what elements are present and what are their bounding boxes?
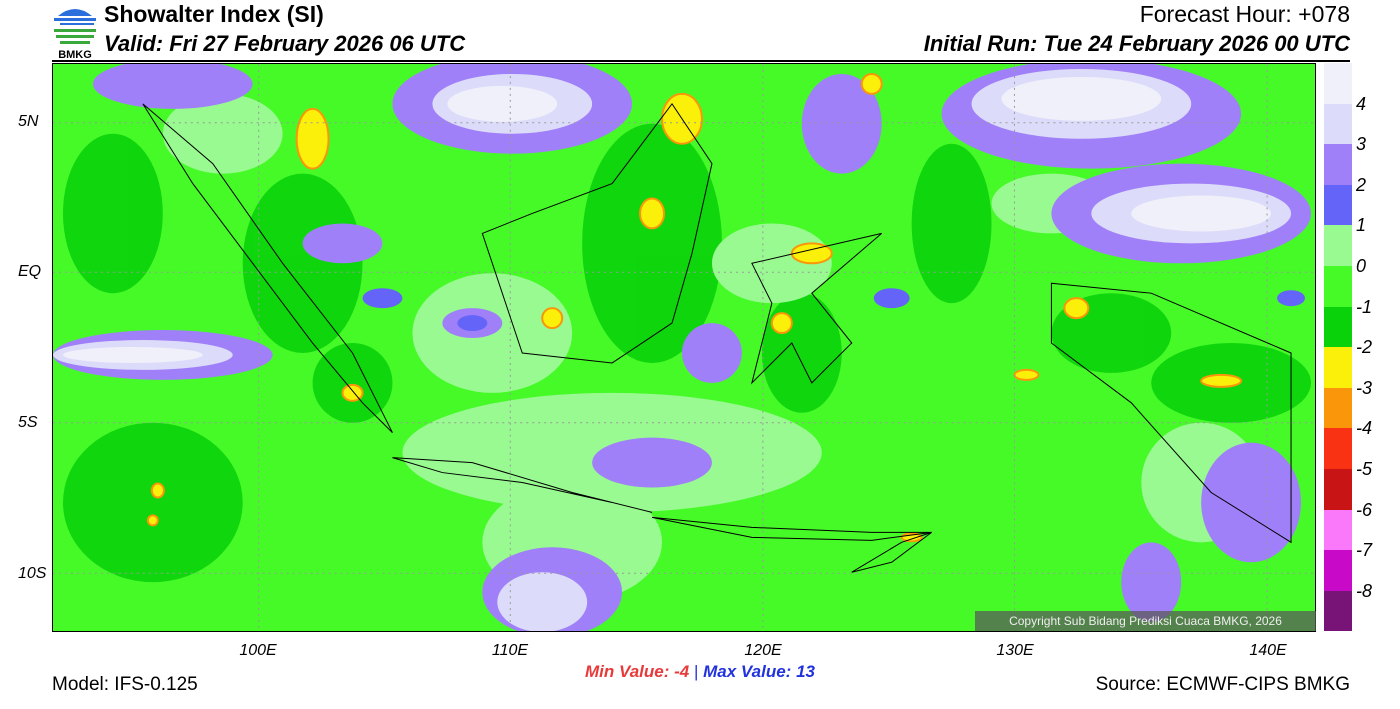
legend-swatch [1324, 63, 1352, 104]
lon-label: 100E [239, 642, 277, 659]
legend-label: 3 [1356, 134, 1367, 155]
legend-label: 0 [1356, 256, 1367, 276]
legend-swatch [1324, 347, 1352, 388]
max-value: 13 [796, 662, 815, 681]
lon-label: 130E [996, 642, 1034, 659]
showalter-index-map [52, 63, 1316, 632]
legend-label: 4 [1356, 93, 1367, 114]
min-max-values: Min Value: -4 | Max Value: 13 [0, 662, 1400, 682]
initial-run: Initial Run: Tue 24 February 2026 00 UTC [923, 31, 1350, 56]
max-label: Max Value: [703, 662, 792, 681]
lat-label: EQ [18, 263, 42, 280]
legend-label: -4 [1356, 418, 1373, 439]
lon-label: 120E [744, 642, 782, 659]
forecast-hour: Forecast Hour: +078 [1139, 1, 1350, 27]
lon-label: 140E [1249, 642, 1287, 659]
map-title: Showalter Index (SI) [104, 1, 324, 27]
lon-label: 110E [491, 642, 529, 659]
legend-swatch [1324, 225, 1352, 266]
legend-swatch [1324, 103, 1352, 145]
legend-label: 2 [1356, 174, 1367, 195]
legend-label: -6 [1356, 499, 1373, 520]
lat-label: 5S [18, 414, 38, 431]
copyright-notice: Copyright Sub Bidang Prediksi Cuaca BMKG… [975, 611, 1316, 631]
separator: | [693, 662, 699, 681]
data-source: Source: ECMWF-CIPS BMKG [1095, 674, 1350, 695]
min-label: Min Value: [585, 662, 670, 681]
legend-swatch [1324, 306, 1352, 348]
legend-swatch [1324, 590, 1352, 632]
header-divider [52, 60, 1350, 62]
legend-swatch [1324, 387, 1352, 429]
lat-label: 5N [18, 113, 39, 130]
legend-swatch [1324, 509, 1352, 551]
lat-label: 10S [18, 565, 47, 582]
legend-swatch [1324, 428, 1352, 469]
legend-swatch [1324, 550, 1352, 591]
legend-label: -1 [1356, 296, 1373, 317]
legend-label: -3 [1356, 377, 1373, 398]
color-legend [1324, 63, 1352, 632]
legend-label: -2 [1356, 337, 1373, 358]
model-name: Model: IFS-0.125 [52, 674, 198, 695]
bmkg-logo: BMKG [54, 9, 96, 60]
legend-label: 1 [1356, 215, 1367, 236]
min-value: -4 [674, 662, 690, 681]
legend-swatch [1324, 184, 1352, 226]
legend-swatch [1324, 468, 1352, 510]
legend-label: -7 [1356, 540, 1373, 561]
svg-text:BMKG: BMKG [58, 49, 92, 60]
legend-label: -5 [1356, 459, 1373, 479]
legend-swatch [1324, 265, 1352, 307]
valid-time: Valid: Fri 27 February 2026 06 UTC [104, 31, 466, 56]
legend-swatch [1324, 144, 1352, 185]
legend-label: -8 [1356, 580, 1373, 601]
